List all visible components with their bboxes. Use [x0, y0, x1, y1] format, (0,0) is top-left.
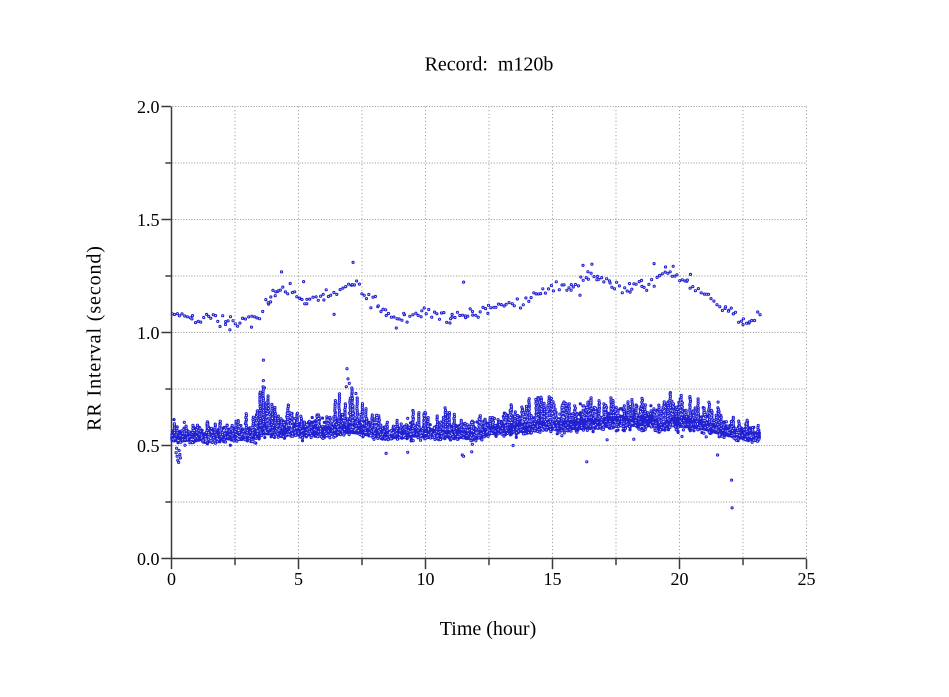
svg-text:15: 15 [544, 569, 562, 589]
svg-text:10: 10 [417, 569, 435, 589]
svg-text:0.0: 0.0 [137, 549, 160, 569]
svg-text:Time (hour): Time (hour) [440, 618, 536, 640]
svg-text:RR Interval (second): RR Interval (second) [84, 245, 106, 431]
svg-text:0.5: 0.5 [137, 436, 160, 456]
svg-text:1.0: 1.0 [137, 323, 160, 343]
svg-text:2.0: 2.0 [137, 97, 160, 117]
svg-text:20: 20 [671, 569, 689, 589]
svg-text:5: 5 [294, 569, 303, 589]
svg-text:1.5: 1.5 [137, 210, 160, 230]
svg-text:Record: m120b: Record: m120b [425, 54, 554, 76]
svg-text:0: 0 [167, 569, 176, 589]
svg-text:25: 25 [798, 569, 816, 589]
